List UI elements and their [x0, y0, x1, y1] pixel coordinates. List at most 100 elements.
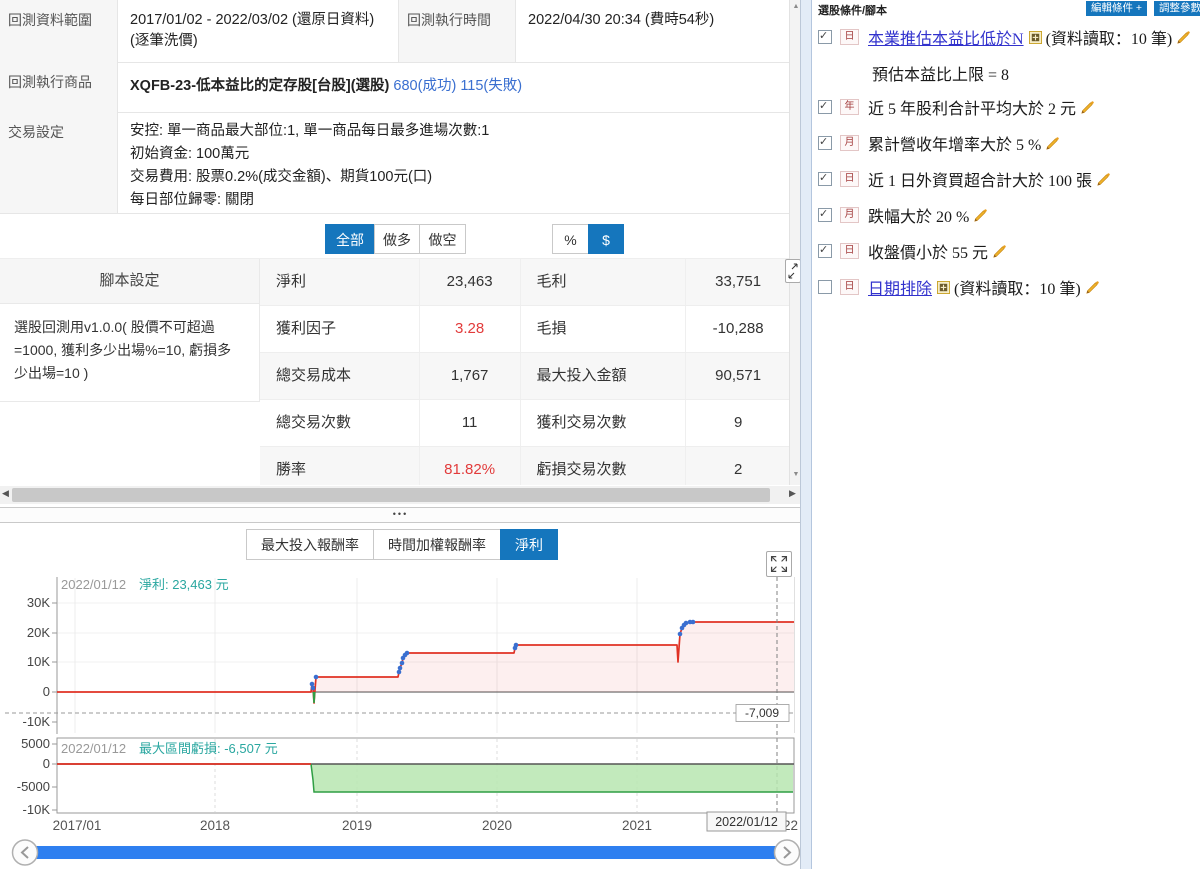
- expand-table-button[interactable]: [785, 259, 801, 283]
- top-pane-horizontal-scrollbar[interactable]: ◀ ▶: [0, 486, 801, 504]
- condition-parameter: 預估本益比上限 = 8: [872, 67, 1010, 84]
- crosshair-date-box: [706, 811, 787, 832]
- condition-row: 日 近 1 日外資買超合計大於 100 張: [818, 164, 1200, 194]
- condition-checkbox[interactable]: [818, 99, 832, 114]
- trade-settings-value: 安控: 單一商品最大部位:1, 單一商品每日最多進場次數:1 初始資金: 100…: [118, 112, 789, 213]
- scroll-left-icon[interactable]: ◀: [2, 488, 9, 498]
- stats-row-net-profit: 淨利 23,463 毛利 33,751: [260, 259, 790, 306]
- scroll-right-icon[interactable]: ▶: [789, 488, 796, 498]
- period-badge-day: 日: [840, 243, 859, 259]
- data-table-icon[interactable]: [937, 280, 951, 294]
- condition-row: 年 近 5 年股利合計平均大於 2 元: [818, 92, 1200, 122]
- stat-value: 23,463: [420, 259, 521, 305]
- stat-value: 9: [733, 414, 743, 431]
- stats-row-trades: 總交易次數 11 獲利交易次數 9: [260, 400, 790, 447]
- condition-link[interactable]: 日期排除: [868, 281, 933, 298]
- trade-line-4: 每日部位歸零: 關閉: [130, 192, 255, 208]
- trade-settings-label: 交易設定: [0, 112, 118, 213]
- scroll-down-icon[interactable]: ▼: [792, 471, 800, 478]
- scroll-range-right-button[interactable]: [773, 839, 801, 866]
- filter-short-button[interactable]: 做空: [419, 224, 466, 254]
- stat-label: 獲利交易次數: [521, 400, 687, 446]
- edit-pencil-icon[interactable]: [1085, 280, 1100, 295]
- scrollbar-thumb[interactable]: [12, 488, 770, 502]
- chart-tabs: 最大投入報酬率 時間加權報酬率 淨利: [246, 529, 558, 560]
- panel-divider[interactable]: [800, 0, 812, 869]
- script-settings-text: 選股回測用v1.0.0( 股價不可超過=1000, 獲利多少出場%=10, 虧損…: [0, 304, 260, 402]
- condition-checkbox[interactable]: [818, 280, 832, 294]
- stat-label: 總交易成本: [260, 353, 420, 399]
- condition-checkbox[interactable]: [818, 243, 832, 258]
- scroll-up-icon[interactable]: ▲: [792, 3, 800, 10]
- svg-text:-10K: -10K: [23, 802, 51, 817]
- stat-label: 淨利: [260, 259, 420, 305]
- filter-long-button[interactable]: 做多: [374, 224, 420, 254]
- condition-checkbox[interactable]: [818, 207, 832, 222]
- edit-pencil-icon[interactable]: [992, 244, 1007, 259]
- percent-toggle-button[interactable]: %: [552, 224, 589, 254]
- edit-pencil-icon[interactable]: [1176, 30, 1191, 45]
- stat-value: 33,751: [715, 273, 762, 290]
- period-badge-day: 日: [840, 279, 859, 295]
- stat-label: 毛損: [521, 306, 687, 352]
- condition-link[interactable]: 本業推估本益比低於N: [868, 31, 1024, 48]
- data-table-icon[interactable]: [1028, 30, 1042, 44]
- diagonal-arrows-icon: [788, 263, 798, 279]
- stat-value: 1,767: [420, 353, 521, 399]
- tab-time-weighted-return[interactable]: 時間加權報酬率: [373, 529, 501, 560]
- svg-text:2019: 2019: [342, 818, 372, 833]
- tab-net-profit[interactable]: 淨利: [500, 529, 558, 560]
- condition-text: 近 1 日外資買超合計大於 100 張: [868, 173, 1093, 190]
- condition-text: 跌幅大於 20 %: [868, 209, 970, 226]
- fullscreen-chart-button[interactable]: [766, 551, 792, 577]
- stat-value: 3.28: [420, 306, 521, 352]
- trade-markers: [309, 619, 696, 691]
- stat-label: 毛利: [521, 259, 687, 305]
- backtest-info-row2: 回測執行商品 XQFB-23-低本益比的定存股[台股](選股) 680(成功) …: [0, 62, 789, 113]
- stat-label: 最大投入金額: [521, 353, 687, 399]
- condition-text: 近 5 年股利合計平均大於 2 元: [868, 101, 1077, 118]
- stat-value: 11: [420, 400, 521, 446]
- stat-label: 勝率: [260, 447, 420, 485]
- fail-count-link[interactable]: 115(失敗): [460, 78, 523, 94]
- script-settings-header: 腳本設定: [0, 259, 260, 304]
- chart1-annotation-value: 淨利: 23,463 元: [139, 577, 229, 592]
- crosshair-date-label: 2022/01/12: [715, 815, 778, 829]
- edit-pencil-icon[interactable]: [973, 208, 988, 223]
- drawdown-area-fill: [311, 764, 793, 792]
- condition-text: 累計營收年增率大於 5 %: [868, 137, 1042, 154]
- svg-text:0: 0: [43, 756, 50, 771]
- tab-max-investment-return[interactable]: 最大投入報酬率: [246, 529, 374, 560]
- scroll-range-left-button[interactable]: [11, 839, 39, 866]
- condition-checkbox[interactable]: [818, 29, 832, 44]
- adjust-params-button[interactable]: 調整參數: [1154, 1, 1200, 16]
- svg-text:20K: 20K: [27, 625, 50, 640]
- chart2-ytick-labels: 5000 0 -5000 -10K: [17, 736, 51, 817]
- trade-line-1: 安控: 單一商品最大部位:1, 單一商品每日最多進場次數:1: [130, 123, 490, 139]
- top-pane-vertical-scrollbar[interactable]: ▲ ▼: [789, 0, 802, 485]
- condition-checkbox[interactable]: [818, 135, 832, 150]
- period-badge-month: 月: [840, 207, 859, 223]
- direction-filter-group: 全部 做多 做空: [325, 224, 466, 254]
- drawdown-line-green: [310, 763, 793, 793]
- edit-conditions-button[interactable]: 編輯條件 +: [1086, 1, 1148, 16]
- edit-pencil-icon[interactable]: [1045, 136, 1060, 151]
- dollar-toggle-button[interactable]: $: [588, 224, 624, 254]
- filter-all-button[interactable]: 全部: [325, 224, 375, 254]
- success-count-link[interactable]: 680(成功): [393, 78, 457, 94]
- stat-value: 81.82%: [420, 447, 521, 485]
- stat-label: 虧損交易次數: [521, 447, 687, 485]
- product-value: XQFB-23-低本益比的定存股[台股](選股) 680(成功) 115(失敗): [118, 62, 789, 112]
- pane-splitter-handle[interactable]: •••: [0, 507, 801, 523]
- unit-toggle-group: % $: [552, 224, 624, 254]
- chart-range-scrollbar[interactable]: [34, 846, 784, 859]
- edit-pencil-icon[interactable]: [1096, 172, 1111, 187]
- period-badge-day: 日: [840, 29, 859, 45]
- svg-text:0: 0: [43, 684, 50, 699]
- backtest-info-row1: 回測資料範圍 2017/01/02 - 2022/03/02 (還原日資料) (…: [0, 0, 789, 63]
- condition-checkbox[interactable]: [818, 171, 832, 186]
- fullscreen-icon: [770, 555, 788, 573]
- trade-line-2: 初始資金: 100萬元: [130, 146, 250, 162]
- edit-pencil-icon[interactable]: [1080, 100, 1095, 115]
